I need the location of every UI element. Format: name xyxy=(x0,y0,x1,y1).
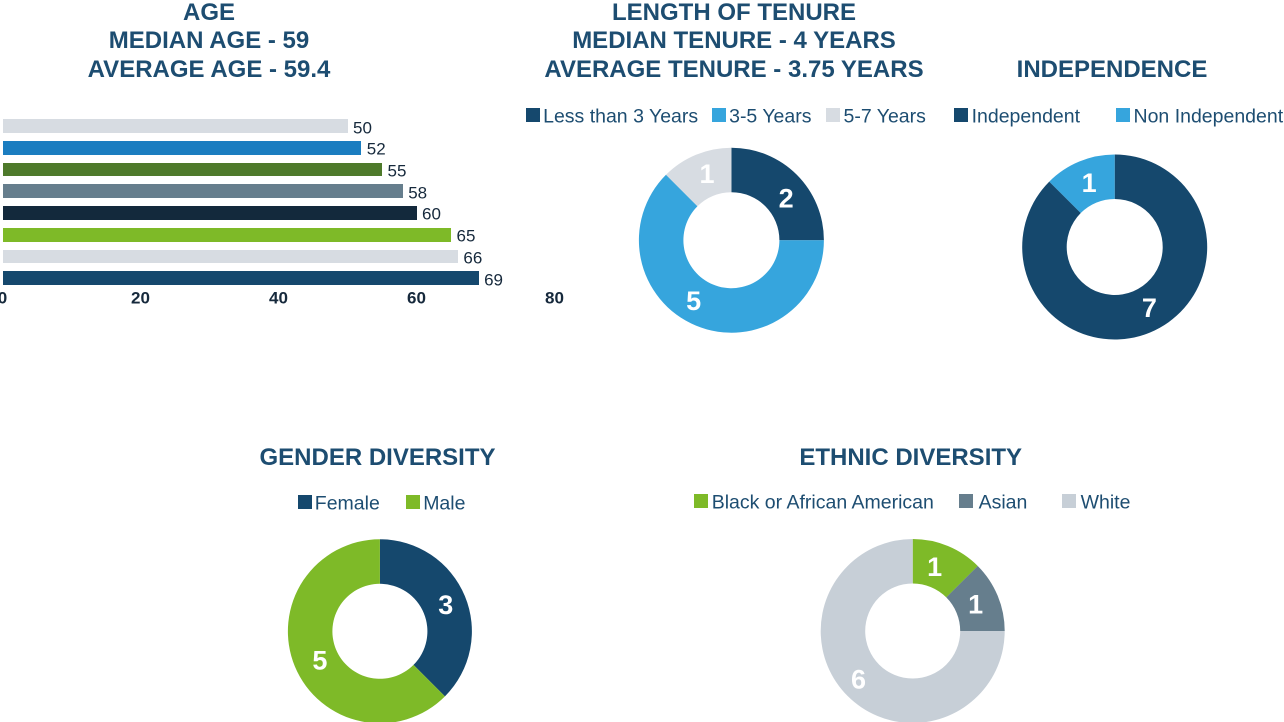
svg-text:5: 5 xyxy=(686,286,701,316)
svg-text:6: 6 xyxy=(851,665,866,695)
svg-text:5: 5 xyxy=(312,646,327,676)
svg-text:2: 2 xyxy=(779,184,794,214)
svg-text:1: 1 xyxy=(968,589,983,619)
svg-text:1: 1 xyxy=(699,159,714,189)
svg-text:7: 7 xyxy=(1142,293,1157,323)
svg-text:3: 3 xyxy=(438,590,453,620)
svg-text:1: 1 xyxy=(927,552,942,582)
svg-text:1: 1 xyxy=(1082,168,1097,198)
